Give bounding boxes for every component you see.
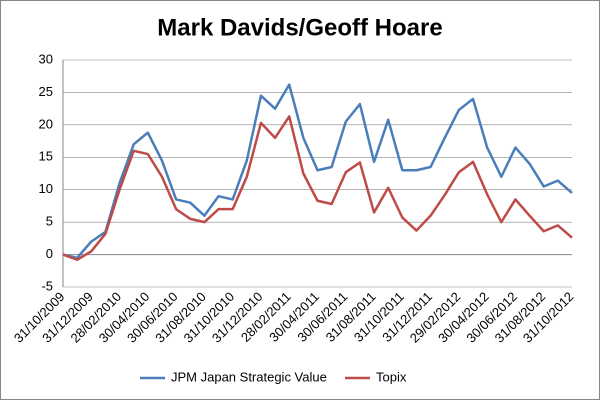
y-tick-label: 25	[39, 84, 53, 99]
y-tick-label: -5	[41, 278, 53, 293]
y-tick-label: 5	[46, 214, 53, 229]
series-line	[62, 83, 573, 260]
y-tick-label: 30	[39, 51, 53, 66]
y-tick-label: 15	[39, 149, 53, 164]
y-tick-label: 10	[39, 181, 53, 196]
legend-label: Topix	[376, 369, 407, 384]
legend-label: JPM Japan Strategic Value	[171, 369, 327, 384]
chart-title: Mark Davids/Geoff Hoare	[157, 14, 442, 41]
y-tick-label: 0	[46, 246, 53, 261]
series-line	[62, 115, 573, 262]
y-tick-label: 20	[39, 116, 53, 131]
